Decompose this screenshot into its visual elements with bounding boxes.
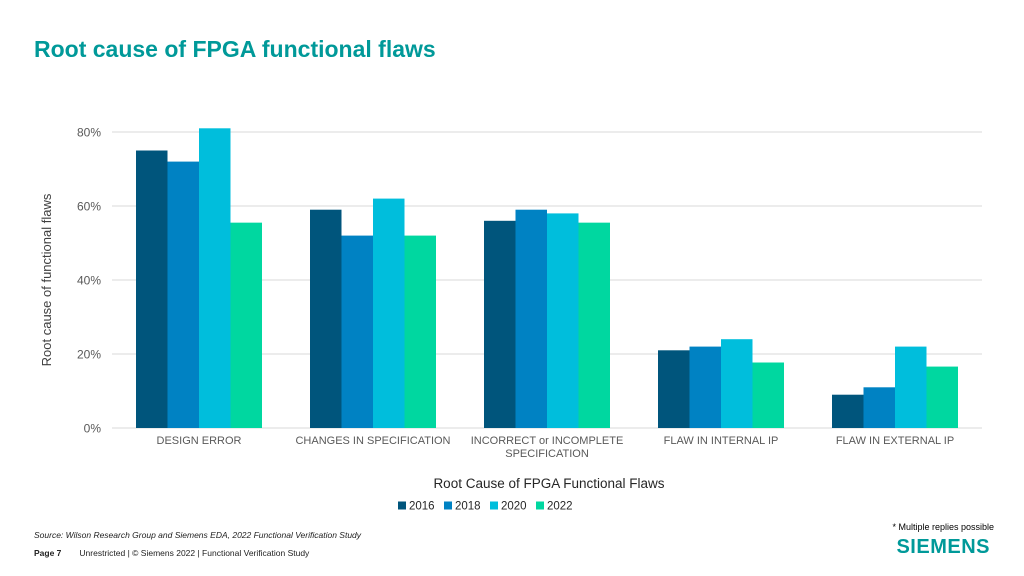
page-number: Page 7 xyxy=(34,548,62,558)
x-tick-label: FLAW IN EXTERNAL IP xyxy=(836,435,954,447)
x-tick-label: FLAW IN INTERNAL IP xyxy=(664,435,779,447)
bar-2018-0 xyxy=(167,161,199,428)
slide-title: Root cause of FPGA functional flaws xyxy=(34,36,436,62)
y-axis-label: Root cause of functional flaws xyxy=(39,193,54,366)
legend-swatch-2018 xyxy=(444,501,452,510)
x-tick-label: INCORRECT or INCOMPLETE SPECIFICATION xyxy=(471,435,624,460)
footer-text: Unrestricted | © Siemens 2022 | Function… xyxy=(79,548,310,558)
source-citation: Source: Wilson Research Group and Siemen… xyxy=(34,530,362,540)
y-tick-label: 80% xyxy=(77,126,101,140)
bar-2022-1 xyxy=(404,235,436,428)
bar-2018-2 xyxy=(515,209,547,428)
legend: 2016 2018 2020 2022 xyxy=(398,501,573,513)
bar-2022-0 xyxy=(230,222,262,428)
legend-swatch-2022 xyxy=(536,501,544,510)
bar-2020-2 xyxy=(547,213,579,428)
legend-label-2020: 2020 xyxy=(501,501,527,513)
bar-2022-3 xyxy=(752,362,784,428)
bar-2018-1 xyxy=(341,235,373,428)
bar-2022-2 xyxy=(578,222,610,428)
y-tick-labels: 0% 20% 40% 60% 80% xyxy=(77,126,101,436)
y-tick-label: 40% xyxy=(77,274,101,288)
bar-2020-0 xyxy=(199,128,231,429)
y-tick-label: 0% xyxy=(84,422,102,436)
legend-swatch-2020 xyxy=(490,501,498,510)
x-tick-label: DESIGN ERROR xyxy=(157,435,242,447)
siemens-logo: SIEMENS xyxy=(896,536,990,558)
y-tick-label: 60% xyxy=(77,200,101,214)
bar-2020-3 xyxy=(721,339,753,428)
bar-2020-4 xyxy=(895,346,927,428)
footer: Page 7 Unrestricted | © Siemens 2022 | Fu… xyxy=(34,548,309,558)
legend-label-2022: 2022 xyxy=(547,501,573,513)
bars xyxy=(136,128,958,429)
x-tick-labels: DESIGN ERROR CHANGES IN SPECIFICATION INCO… xyxy=(157,435,955,460)
bar-2016-3 xyxy=(658,350,690,428)
y-tick-label: 20% xyxy=(77,348,101,362)
bar-2016-2 xyxy=(484,220,516,428)
x-axis-label: Root Cause of FPGA Functional Flaws xyxy=(433,476,664,491)
bar-2020-1 xyxy=(373,198,405,428)
bar-2018-4 xyxy=(863,387,895,428)
bar-2016-1 xyxy=(310,209,342,428)
legend-label-2016: 2016 xyxy=(409,501,435,513)
bar-2016-4 xyxy=(832,394,864,428)
bar-2022-4 xyxy=(926,366,958,428)
bar-2016-0 xyxy=(136,150,168,428)
legend-swatch-2016 xyxy=(398,501,406,510)
x-tick-label: CHANGES IN SPECIFICATION xyxy=(295,435,450,447)
footnote-multiple-replies: * Multiple replies possible xyxy=(892,522,994,532)
legend-label-2018: 2018 xyxy=(455,501,481,513)
bar-2018-3 xyxy=(689,346,721,428)
